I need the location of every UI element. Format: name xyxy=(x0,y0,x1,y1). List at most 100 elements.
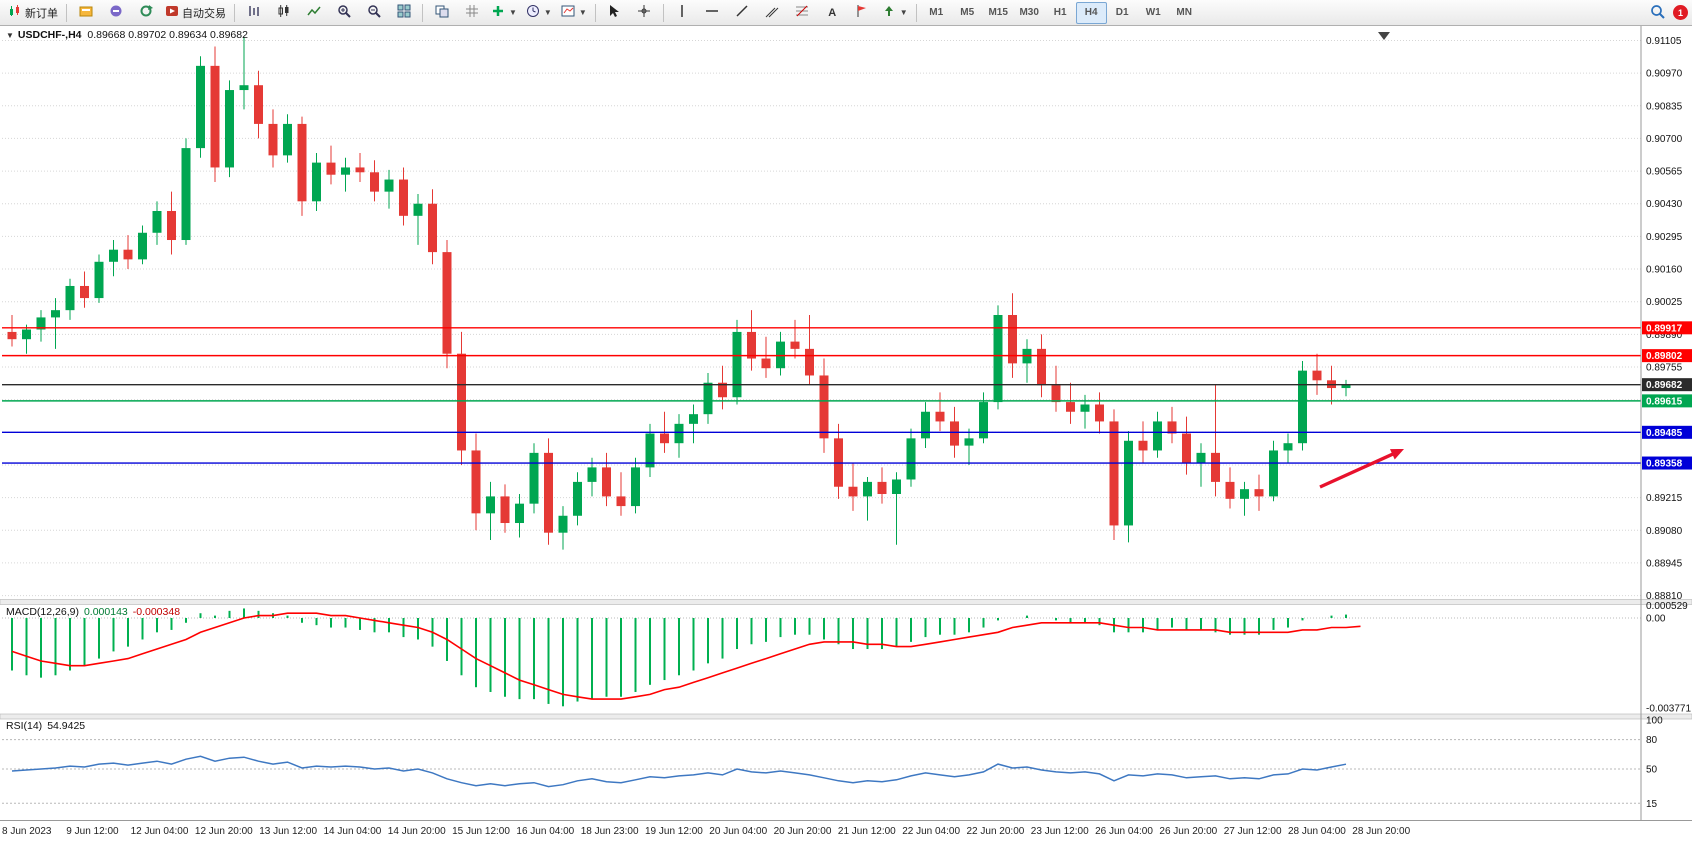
timeframe-button-MN[interactable]: MN xyxy=(1176,7,1192,18)
grid-toggle-button[interactable] xyxy=(457,2,486,24)
chart-title: ▼ USDCHF-,H4 0.89668 0.89702 0.89634 0.89… xyxy=(6,29,248,41)
auto-arrange-button[interactable] xyxy=(427,2,456,24)
timeframe-button-H4[interactable]: H4 xyxy=(1075,1,1107,24)
channel-tool-button[interactable] xyxy=(758,2,787,24)
text-tool-icon: A xyxy=(828,6,837,19)
search-button[interactable] xyxy=(1643,2,1672,24)
crosshair-icon xyxy=(637,4,651,21)
timeframe-button-M30[interactable]: M30 xyxy=(1019,7,1039,18)
timeframe-button-M5[interactable]: M5 xyxy=(960,7,975,18)
candle-body xyxy=(877,481,887,494)
text-tool-button[interactable]: A xyxy=(818,2,847,24)
zoom-out-button[interactable] xyxy=(359,2,388,24)
vertical-line-tool-button[interactable] xyxy=(668,2,697,24)
chart-symbol: USDCHF-,H4 xyxy=(17,29,82,41)
price-tag xyxy=(1642,349,1692,363)
candle-body xyxy=(1008,315,1017,364)
timeframe-button-M1[interactable]: M1 xyxy=(929,7,944,18)
macd-signal-line xyxy=(11,612,1361,700)
price-tag-label: 0.89485 xyxy=(1646,428,1683,439)
timeframe-button-D1[interactable]: D1 xyxy=(1115,7,1129,18)
tile-windows-button[interactable] xyxy=(389,2,418,24)
trendline-tool-button[interactable] xyxy=(728,2,757,24)
toolbar-separator xyxy=(662,3,664,22)
indicators-button[interactable]: ▼ xyxy=(487,2,521,24)
chart-canvas[interactable]: 0.91105 0.90970 0.90835 0.90700 0.90565 0.904… xyxy=(0,26,1692,843)
panel-splitter[interactable] xyxy=(0,713,1692,720)
clock-icon xyxy=(526,4,540,21)
time-axis-label: 12 Jun 20:00 xyxy=(195,826,253,837)
candle-body xyxy=(645,433,655,468)
candle-body xyxy=(196,65,205,149)
timeframe-button-M15[interactable]: M15 xyxy=(988,7,1008,18)
candle-body xyxy=(65,285,75,311)
trend-arrow-head[interactable] xyxy=(1390,449,1404,460)
candle-body xyxy=(1095,404,1104,422)
candle-body xyxy=(964,438,974,446)
time-axis-label: 14 Jun 20:00 xyxy=(388,826,446,837)
arrows-tool-button[interactable]: ▼ xyxy=(878,2,912,24)
fibonacci-tool-button[interactable] xyxy=(788,2,817,24)
search-icon xyxy=(1650,4,1665,22)
bar-chart-mode-button[interactable] xyxy=(239,2,268,24)
candle-body xyxy=(776,341,785,369)
price-axis-label: 0.89215 xyxy=(1646,493,1683,504)
crosshair-tool-button[interactable] xyxy=(630,2,659,24)
price-axis-label: 0.90700 xyxy=(1646,134,1683,145)
templates-button[interactable]: ▼ xyxy=(557,2,591,24)
periods-button[interactable]: ▼ xyxy=(522,2,556,24)
candle-body xyxy=(1225,481,1235,499)
toolbar-separator xyxy=(234,3,235,22)
candle-body xyxy=(1153,421,1162,451)
price-axis-label: 0.90565 xyxy=(1646,167,1683,178)
label-flag-icon xyxy=(855,4,869,21)
macd-signal-value: -0.000348 xyxy=(132,606,181,618)
zoom-in-button[interactable] xyxy=(329,2,358,24)
data-window-button[interactable] xyxy=(101,2,130,24)
label-tool-button[interactable] xyxy=(848,2,877,24)
refresh-button[interactable] xyxy=(131,2,160,24)
candle-body xyxy=(1080,404,1090,412)
line-chart-mode-button[interactable] xyxy=(299,2,328,24)
time-axis-label: 26 Jun 20:00 xyxy=(1159,826,1217,837)
price-tag-label: 0.89917 xyxy=(1646,323,1683,334)
time-axis-label: 20 Jun 20:00 xyxy=(774,826,832,837)
panel-splitter[interactable] xyxy=(0,599,1692,605)
candle-body xyxy=(631,467,640,507)
rsi-line xyxy=(11,755,1347,788)
candle-body xyxy=(558,515,568,533)
horizontal-line-tool-button[interactable] xyxy=(698,2,727,24)
rsi-indicator-label: RSI(14) 54.9425 xyxy=(6,720,85,732)
candle-body xyxy=(602,467,611,497)
chart-shift-marker[interactable] xyxy=(1378,32,1390,40)
candle-body xyxy=(1283,443,1293,451)
toolbar-separator xyxy=(915,3,917,22)
auto-trading-label: 自动交易 xyxy=(182,7,226,20)
candle-body xyxy=(457,353,466,451)
market-watch-button[interactable] xyxy=(71,2,100,24)
trend-arrow-shaft[interactable] xyxy=(1319,450,1398,489)
candlestick-mode-button[interactable] xyxy=(269,2,298,24)
candle-body xyxy=(1138,440,1148,451)
time-axis-label: 23 Jun 12:00 xyxy=(1031,826,1089,837)
timeframe-button-W1[interactable]: W1 xyxy=(1145,7,1161,18)
candle-body xyxy=(993,315,1003,403)
candle-body xyxy=(181,148,191,241)
notification-badge[interactable]: 1 xyxy=(1673,5,1688,20)
new-order-icon xyxy=(8,4,22,21)
price-tags-group: 0.89917 0.89802 0.89682 0.89615 0.89485 0.893… xyxy=(1642,321,1692,470)
candle-body xyxy=(616,496,626,507)
time-axis-label: 14 Jun 04:00 xyxy=(324,826,382,837)
horizontal-line-icon xyxy=(705,4,719,21)
collapse-panel-icon[interactable]: ▼ xyxy=(6,31,14,40)
price-axis-label: 0.90295 xyxy=(1646,232,1683,243)
candle-body xyxy=(573,481,582,516)
timeframe-button-H1[interactable]: H1 xyxy=(1053,7,1067,18)
auto-trading-button[interactable]: 自动交易 xyxy=(161,2,230,24)
candle-body xyxy=(254,85,263,124)
new-order-button[interactable]: 新订单 xyxy=(4,2,62,24)
price-tag xyxy=(1642,378,1692,392)
price-tag xyxy=(1642,321,1692,335)
cursor-tool-button[interactable] xyxy=(600,2,629,24)
candle-body xyxy=(848,486,858,497)
